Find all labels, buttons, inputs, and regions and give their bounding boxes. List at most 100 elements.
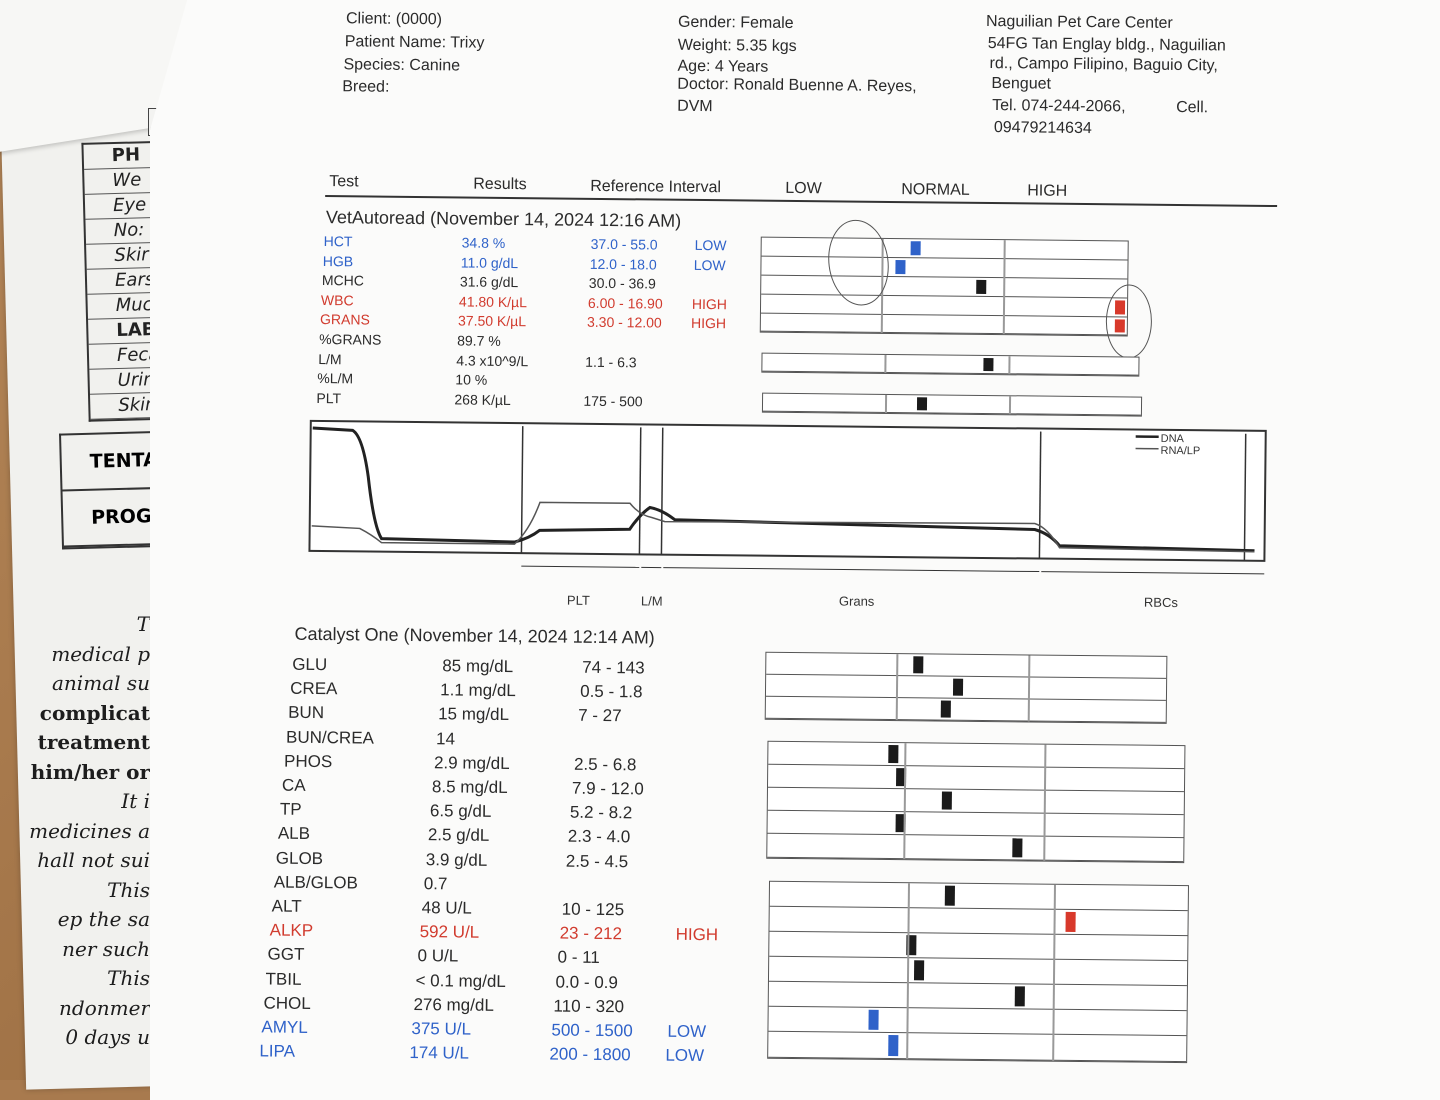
catalyst-test: LIPA: [259, 1042, 295, 1062]
catalyst-ref: 23 - 212: [560, 924, 623, 945]
catalyst-flag: LOW: [665, 1046, 704, 1066]
range-divider: [885, 395, 887, 413]
catalyst-ref: 500 - 1500: [551, 1020, 633, 1041]
catalyst-test: TP: [280, 800, 302, 820]
catalyst-ref: 5.2 - 8.2: [570, 803, 633, 824]
catalyst-test: CREA: [290, 679, 337, 699]
catalyst-result: 14: [436, 729, 455, 749]
client-label: Client: (0000): [346, 8, 442, 31]
lab-report-sheet: Client: (0000) Patient Name: Trixy Speci…: [150, 0, 1440, 1100]
catalyst-test: PHOS: [284, 751, 332, 772]
catalyst-ref: 110 - 320: [553, 996, 624, 1017]
vetautoread-result: 89.7 %: [457, 332, 501, 348]
vetautoread-result: 10 %: [455, 372, 487, 388]
para-line: medical p: [0, 640, 150, 670]
vetautoread-test: WBC: [321, 292, 354, 308]
column-high: HIGH: [1027, 182, 1067, 200]
para-line: animal su: [0, 669, 150, 699]
para-line: This: [0, 876, 150, 906]
range-divider: [1009, 396, 1011, 414]
catalyst-title: Catalyst One (November 14, 2024 12:14 AM…: [294, 624, 654, 649]
vetautoread-flag: HIGH: [691, 315, 726, 331]
catalyst-result: 0 U/L: [417, 946, 458, 966]
background-paragraph: T medical p animal su complicat treatmen…: [0, 610, 150, 1053]
breed: Breed:: [342, 76, 389, 98]
catalyst-result: 6.5 g/dL: [430, 801, 492, 822]
catalyst-result: 2.5 g/dL: [428, 826, 490, 847]
catalyst-ref: 2.5 - 4.5: [566, 851, 629, 872]
range-row-plt: [763, 394, 1141, 416]
axis-bracket: [521, 566, 639, 567]
marker-hct: [910, 241, 920, 255]
para-line: 0 days u: [0, 1023, 150, 1053]
para-line: ndonmer: [0, 994, 150, 1024]
legend-rna: RNA/LP: [1160, 445, 1200, 457]
catalyst-result: 0.7: [424, 874, 448, 894]
vetautoread-ref: 30.0 - 36.9: [589, 275, 656, 292]
clinic-tel: Tel. 074-244-2066,: [992, 95, 1126, 118]
histogram-label-plt: PLT: [567, 593, 590, 608]
catalyst-ref: 2.3 - 4.0: [568, 827, 631, 848]
column-low: LOW: [785, 180, 822, 198]
catalyst-test: GGT: [267, 945, 304, 965]
catalyst-test: TBIL: [265, 969, 301, 989]
column-normal: NORMAL: [901, 181, 970, 200]
vetautoread-test: PLT: [316, 390, 341, 406]
catalyst-flag: HIGH: [676, 925, 719, 945]
para-line: ep the sa: [0, 905, 150, 935]
marker-alkp: [1065, 912, 1075, 932]
catalyst-result: 3.9 g/dL: [426, 850, 488, 871]
vetautoread-ref: 3.30 - 12.00: [587, 314, 662, 331]
catalyst-test: ALB: [278, 824, 310, 844]
histogram-label-grans: Grans: [839, 593, 875, 608]
catalyst-result: 8.5 mg/dL: [432, 777, 508, 798]
vetautoread-test: %GRANS: [319, 331, 381, 348]
vetautoread-test: %L/M: [317, 370, 353, 386]
vetautoread-ref: 12.0 - 18.0: [590, 255, 657, 272]
axis-bracket: [1041, 572, 1264, 574]
cell-distribution-histogram: DNA RNA/LP PLT L/M Grans RBCs: [299, 416, 1281, 626]
catalyst-ref: 74 - 143: [582, 658, 645, 679]
chem-range-bars-1: [765, 652, 1168, 724]
catalyst-ref: 0 - 11: [557, 948, 599, 968]
vetautoread-ref: 175 - 500: [583, 393, 642, 410]
vetautoread-result: 4.3 x10^9/L: [456, 352, 528, 369]
catalyst-test: ALT: [272, 897, 302, 917]
column-reference: Reference Interval: [590, 178, 721, 197]
catalyst-result: 15 mg/dL: [438, 705, 509, 726]
para-line: This: [0, 964, 150, 994]
histogram-label-lm: L/M: [641, 593, 663, 608]
axis-bracket: [663, 568, 1039, 572]
marker-tp: [942, 792, 952, 810]
chem-range-bars-2: [766, 741, 1185, 863]
lm-range-bar: [761, 353, 1139, 377]
catalyst-result: 276 mg/dL: [413, 995, 494, 1016]
vetautoread-ref: 1.1 - 6.3: [585, 353, 637, 370]
marker-crea: [953, 679, 963, 696]
para-line: medicines a: [0, 817, 150, 847]
doctor-title: DVM: [677, 96, 713, 118]
catalyst-test: CHOL: [263, 993, 310, 1013]
catalyst-ref: 7.9 - 12.0: [572, 779, 644, 800]
marker-alt: [945, 886, 955, 906]
para-line: hall not sui: [0, 846, 150, 876]
catalyst-result: 85 mg/dL: [442, 656, 513, 677]
range-divider: [884, 355, 886, 373]
cbc-range-bars: [760, 237, 1129, 337]
catalyst-ref: 0.0 - 0.9: [555, 972, 618, 993]
vetautoread-title: VetAutoread (November 14, 2024 12:16 AM): [326, 207, 681, 232]
legend-dna: DNA: [1161, 433, 1185, 445]
catalyst-test: GLOB: [276, 848, 323, 868]
column-test: Test: [329, 173, 359, 191]
catalyst-test: BUN: [288, 703, 324, 723]
vetautoread-test: MCHC: [322, 272, 364, 288]
vetautoread-result: 41.80 K/µL: [459, 293, 527, 310]
marker-phos: [888, 745, 898, 763]
vetautoread-result: 34.8 %: [462, 234, 506, 250]
gender: Gender: Female: [678, 12, 794, 35]
para-line: T: [0, 610, 150, 640]
catalyst-ref: 7 - 27: [578, 706, 622, 726]
marker-lm: [983, 358, 993, 371]
vetautoread-result: 268 K/µL: [454, 391, 510, 408]
